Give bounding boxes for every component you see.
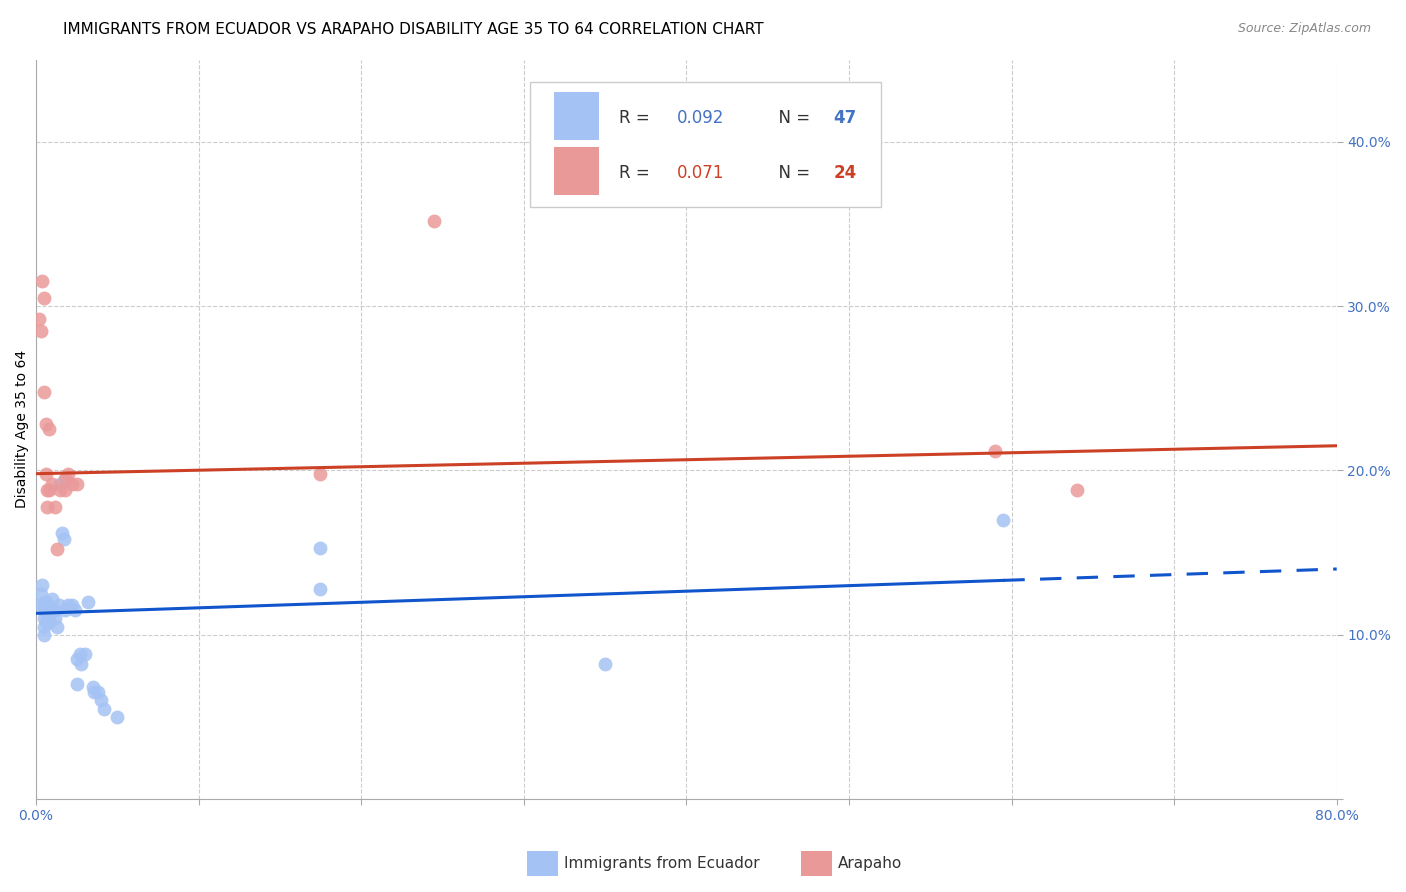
Point	[58, 467, 80, 481]
Text: 0.071: 0.071	[678, 164, 724, 182]
Point	[58, 598, 80, 612]
Point	[32, 599, 55, 614]
Text: 47: 47	[834, 109, 856, 127]
Point	[31, 578, 53, 592]
Text: 24: 24	[834, 164, 856, 182]
Point	[309, 582, 332, 596]
Text: Source: ZipAtlas.com: Source: ZipAtlas.com	[1237, 22, 1371, 36]
Point	[63, 603, 86, 617]
Point	[423, 213, 446, 227]
Point	[90, 693, 112, 707]
Point	[49, 476, 72, 491]
Point	[70, 657, 93, 672]
Point	[1066, 483, 1088, 497]
Point	[593, 657, 616, 672]
Point	[38, 607, 60, 622]
Point	[53, 603, 76, 617]
Point	[44, 611, 66, 625]
Point	[51, 525, 73, 540]
Point	[28, 312, 51, 326]
Point	[32, 603, 55, 617]
Point	[37, 483, 59, 497]
Point	[32, 291, 55, 305]
Y-axis label: Disability Age 35 to 64: Disability Age 35 to 64	[15, 351, 30, 508]
Point	[309, 467, 332, 481]
Point	[73, 648, 96, 662]
Point	[41, 591, 63, 606]
Point	[69, 648, 91, 662]
Point	[82, 681, 104, 695]
Point	[35, 417, 58, 432]
Point	[60, 598, 83, 612]
Point	[37, 607, 59, 621]
Text: Immigrants from Ecuador: Immigrants from Ecuador	[564, 856, 759, 871]
Text: R =: R =	[619, 164, 659, 182]
FancyBboxPatch shape	[554, 92, 599, 140]
Point	[105, 710, 128, 724]
Point	[44, 500, 66, 514]
Point	[31, 275, 53, 289]
Point	[35, 603, 58, 617]
Point	[984, 443, 1007, 458]
Point	[52, 533, 75, 547]
Point	[38, 615, 60, 629]
Point	[35, 615, 58, 629]
Point	[32, 384, 55, 399]
Point	[37, 598, 59, 612]
Point	[32, 619, 55, 633]
Point	[309, 541, 332, 555]
Point	[30, 324, 52, 338]
Text: 0.092: 0.092	[678, 109, 724, 127]
Point	[32, 628, 55, 642]
Point	[87, 685, 110, 699]
FancyBboxPatch shape	[530, 82, 882, 208]
Point	[83, 685, 105, 699]
Point	[41, 603, 63, 617]
Point	[53, 483, 76, 497]
Point	[46, 619, 69, 633]
Text: R =: R =	[619, 109, 659, 127]
Point	[93, 701, 115, 715]
Point	[53, 472, 76, 486]
Point	[35, 595, 58, 609]
Point	[32, 595, 55, 609]
Point	[32, 611, 55, 625]
Point	[30, 598, 52, 612]
Point	[65, 677, 87, 691]
Point	[38, 422, 60, 436]
Point	[41, 476, 63, 491]
Point	[44, 603, 66, 617]
Point	[38, 483, 60, 497]
Point	[49, 483, 72, 497]
Point	[993, 513, 1015, 527]
Point	[39, 603, 62, 617]
Text: N =: N =	[768, 109, 815, 127]
Point	[48, 598, 70, 612]
Point	[53, 472, 76, 486]
Point	[65, 652, 87, 666]
Text: Arapaho: Arapaho	[838, 856, 903, 871]
Point	[35, 467, 58, 481]
Point	[65, 476, 87, 491]
Point	[30, 587, 52, 601]
Point	[60, 476, 83, 491]
Point	[46, 542, 69, 557]
Point	[37, 500, 59, 514]
Text: N =: N =	[768, 164, 815, 182]
Text: IMMIGRANTS FROM ECUADOR VS ARAPAHO DISABILITY AGE 35 TO 64 CORRELATION CHART: IMMIGRANTS FROM ECUADOR VS ARAPAHO DISAB…	[63, 22, 763, 37]
Point	[77, 595, 100, 609]
FancyBboxPatch shape	[554, 147, 599, 195]
